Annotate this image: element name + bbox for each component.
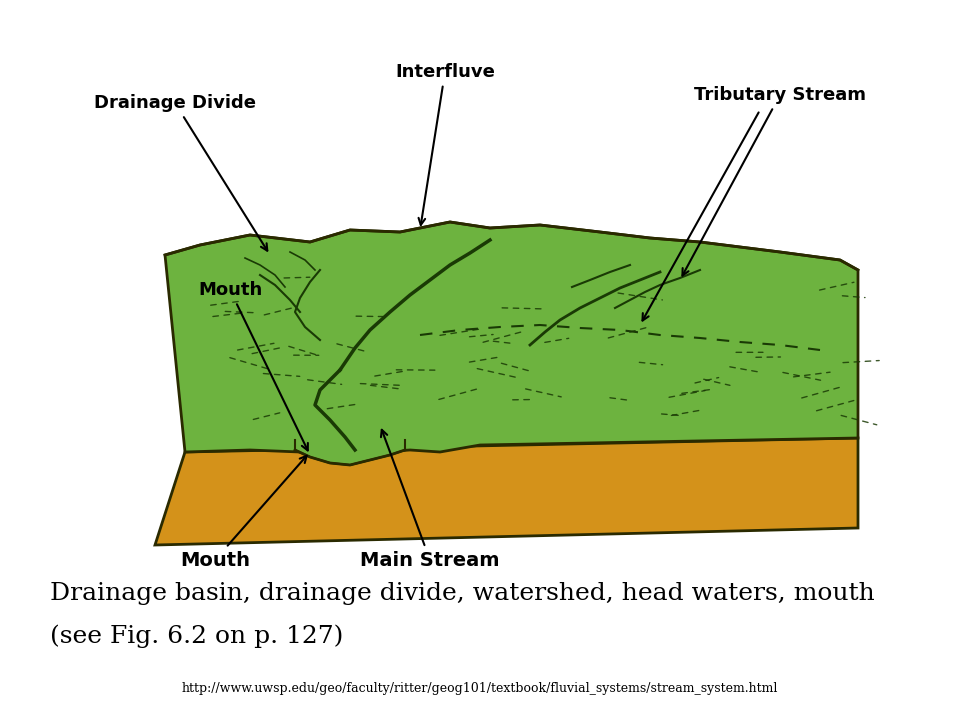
- Text: Mouth: Mouth: [180, 456, 306, 570]
- Text: Main Stream: Main Stream: [360, 430, 500, 570]
- Text: Interfluve: Interfluve: [396, 63, 495, 225]
- Text: Drainage basin, drainage divide, watershed, head waters, mouth: Drainage basin, drainage divide, watersh…: [50, 582, 875, 605]
- Polygon shape: [165, 222, 858, 452]
- Polygon shape: [155, 438, 858, 545]
- Text: http://www.uwsp.edu/geo/faculty/ritter/geog101/textbook/fluvial_systems/stream_s: http://www.uwsp.edu/geo/faculty/ritter/g…: [181, 682, 779, 695]
- Polygon shape: [295, 440, 405, 465]
- Text: Mouth: Mouth: [198, 281, 308, 451]
- Text: Drainage Divide: Drainage Divide: [94, 94, 267, 251]
- Text: (see Fig. 6.2 on p. 127): (see Fig. 6.2 on p. 127): [50, 624, 344, 647]
- Text: Tributary Stream: Tributary Stream: [683, 86, 866, 276]
